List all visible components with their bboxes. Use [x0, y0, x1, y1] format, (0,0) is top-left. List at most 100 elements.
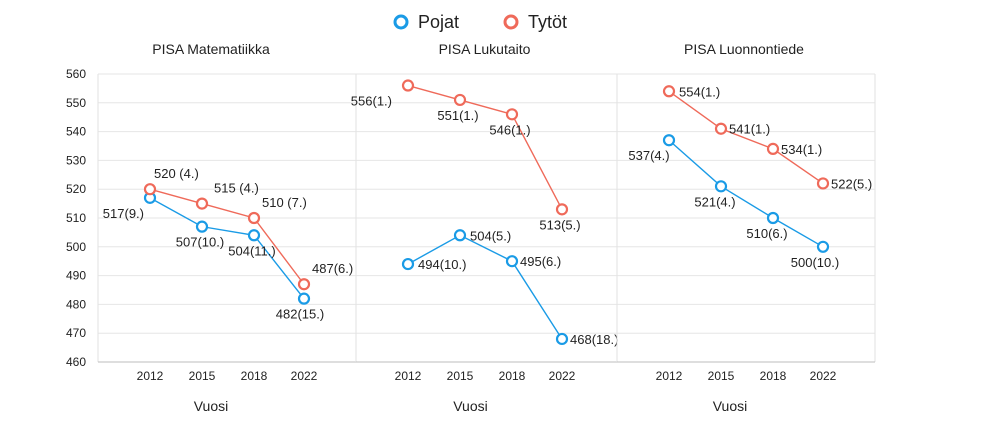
- y-tick-label: 510: [66, 211, 86, 225]
- data-point[interactable]: [557, 204, 567, 214]
- data-label: 500(10.): [791, 255, 839, 270]
- x-tick-label: 2012: [395, 369, 422, 383]
- data-label: 513(5.): [539, 217, 580, 232]
- y-tick-label: 530: [66, 153, 86, 167]
- panel-title: PISA Luonnontiede: [684, 41, 804, 57]
- data-label: 507(10.): [176, 235, 224, 250]
- data-point[interactable]: [249, 230, 259, 240]
- data-point[interactable]: [299, 294, 309, 304]
- data-label: 510(6.): [746, 226, 787, 241]
- y-tick-label: 540: [66, 125, 86, 139]
- panel-3: PISA Luonnontiede 2012 2015 2018 2022 Vuosi 53…: [617, 41, 875, 414]
- panel-title: PISA Lukutaito: [439, 41, 531, 57]
- data-point[interactable]: [197, 222, 207, 232]
- data-label: 504(5.): [470, 228, 511, 243]
- data-label: 520 (4.): [154, 166, 199, 181]
- data-point[interactable]: [716, 181, 726, 191]
- x-tick-label: 2015: [189, 369, 216, 383]
- data-label: 504(11.): [228, 243, 275, 258]
- y-tick-label: 500: [66, 240, 86, 254]
- x-axis-label: Vuosi: [453, 398, 488, 414]
- series-line: [669, 91, 823, 183]
- data-label: 487(6.): [312, 261, 353, 276]
- series-line: [150, 198, 304, 299]
- series-pojat: 494(10.) 504(5.) 495(6.) 468(18.): [403, 228, 618, 347]
- data-label: 482(15.): [276, 307, 324, 322]
- panel-1: 460 470 480 490 500 510 520 530 540 550 560 PISA Ma…: [66, 41, 356, 414]
- data-label: 510 (7.): [262, 195, 307, 210]
- x-axis-ticks: 2012 2015 2018 2022: [137, 369, 318, 383]
- data-label: 522(5.): [831, 176, 872, 191]
- x-axis-label: Vuosi: [194, 398, 229, 414]
- y-tick-label: 520: [66, 182, 86, 196]
- legend-label-pojat: Pojat: [418, 12, 459, 32]
- data-label: 521(4.): [694, 194, 735, 209]
- data-point[interactable]: [145, 184, 155, 194]
- legend-marker-tytot: [505, 16, 517, 28]
- y-axis-ticks: 460 470 480 490 500 510 520 530 540 550 560: [66, 67, 86, 369]
- data-point[interactable]: [455, 230, 465, 240]
- data-point[interactable]: [455, 95, 465, 105]
- legend: Pojat Tytöt: [395, 12, 567, 32]
- x-tick-label: 2012: [656, 369, 683, 383]
- data-point[interactable]: [664, 135, 674, 145]
- data-label: 517(9.): [103, 206, 144, 221]
- x-tick-label: 2022: [291, 369, 318, 383]
- y-tick-label: 460: [66, 355, 86, 369]
- data-label: 537(4.): [628, 148, 669, 163]
- data-point[interactable]: [818, 242, 828, 252]
- data-point[interactable]: [716, 124, 726, 134]
- data-point[interactable]: [768, 213, 778, 223]
- data-label: 468(18.): [570, 332, 618, 347]
- data-point[interactable]: [249, 213, 259, 223]
- data-label: 534(1.): [781, 142, 822, 157]
- x-tick-label: 2018: [760, 369, 787, 383]
- series-tytöt: 520 (4.) 515 (4.)510 (7.) 487(6.): [145, 166, 353, 289]
- chart-panels: 460 470 480 490 500 510 520 530 540 550 560 PISA Ma…: [66, 41, 875, 414]
- data-point[interactable]: [403, 259, 413, 269]
- data-label: 494(10.): [418, 257, 466, 272]
- y-tick-label: 550: [66, 96, 86, 110]
- data-label: 546(1.): [489, 122, 530, 137]
- data-label: 495(6.): [520, 254, 561, 269]
- data-point[interactable]: [818, 178, 828, 188]
- legend-item-pojat[interactable]: Pojat: [395, 12, 459, 32]
- legend-item-tytot[interactable]: Tytöt: [505, 12, 567, 32]
- legend-marker-pojat: [395, 16, 407, 28]
- y-tick-label: 480: [66, 297, 86, 311]
- gridlines: [617, 74, 875, 362]
- data-point[interactable]: [507, 109, 517, 119]
- series-line: [408, 86, 562, 210]
- x-axis-ticks: 2012 2015 2018 2022: [395, 369, 576, 383]
- data-point[interactable]: [197, 199, 207, 209]
- data-label: 551(1.): [437, 108, 478, 123]
- data-point[interactable]: [403, 81, 413, 91]
- x-tick-label: 2022: [810, 369, 837, 383]
- data-point[interactable]: [299, 279, 309, 289]
- data-point[interactable]: [557, 334, 567, 344]
- y-tick-label: 470: [66, 326, 86, 340]
- x-tick-label: 2018: [241, 369, 268, 383]
- panel-2: PISA Lukutaito 2012 2015 2018 2022 Vuosi 494(1…: [351, 41, 619, 414]
- x-axis-ticks: 2012 2015 2018 2022: [656, 369, 837, 383]
- data-label: 515 (4.): [214, 181, 259, 196]
- legend-label-tytot: Tytöt: [528, 12, 567, 32]
- panel-title: PISA Matematiikka: [152, 41, 270, 57]
- x-axis-label: Vuosi: [713, 398, 748, 414]
- y-tick-label: 560: [66, 67, 86, 81]
- data-label: 554(1.): [679, 84, 720, 99]
- series-pojat: 517(9.) 507(10.) 504(11.) 482(15.): [103, 193, 324, 322]
- data-label: 556(1.): [351, 94, 392, 109]
- x-tick-label: 2018: [499, 369, 526, 383]
- x-tick-label: 2015: [447, 369, 474, 383]
- x-tick-label: 2022: [549, 369, 576, 383]
- data-point[interactable]: [507, 256, 517, 266]
- data-label: 541(1.): [729, 122, 770, 137]
- x-tick-label: 2012: [137, 369, 164, 383]
- x-tick-label: 2015: [708, 369, 735, 383]
- data-point[interactable]: [664, 86, 674, 96]
- data-point[interactable]: [768, 144, 778, 154]
- series-tytöt: 554(1.) 541(1.) 534(1.) 522(5.): [664, 84, 872, 191]
- series-line: [408, 235, 562, 339]
